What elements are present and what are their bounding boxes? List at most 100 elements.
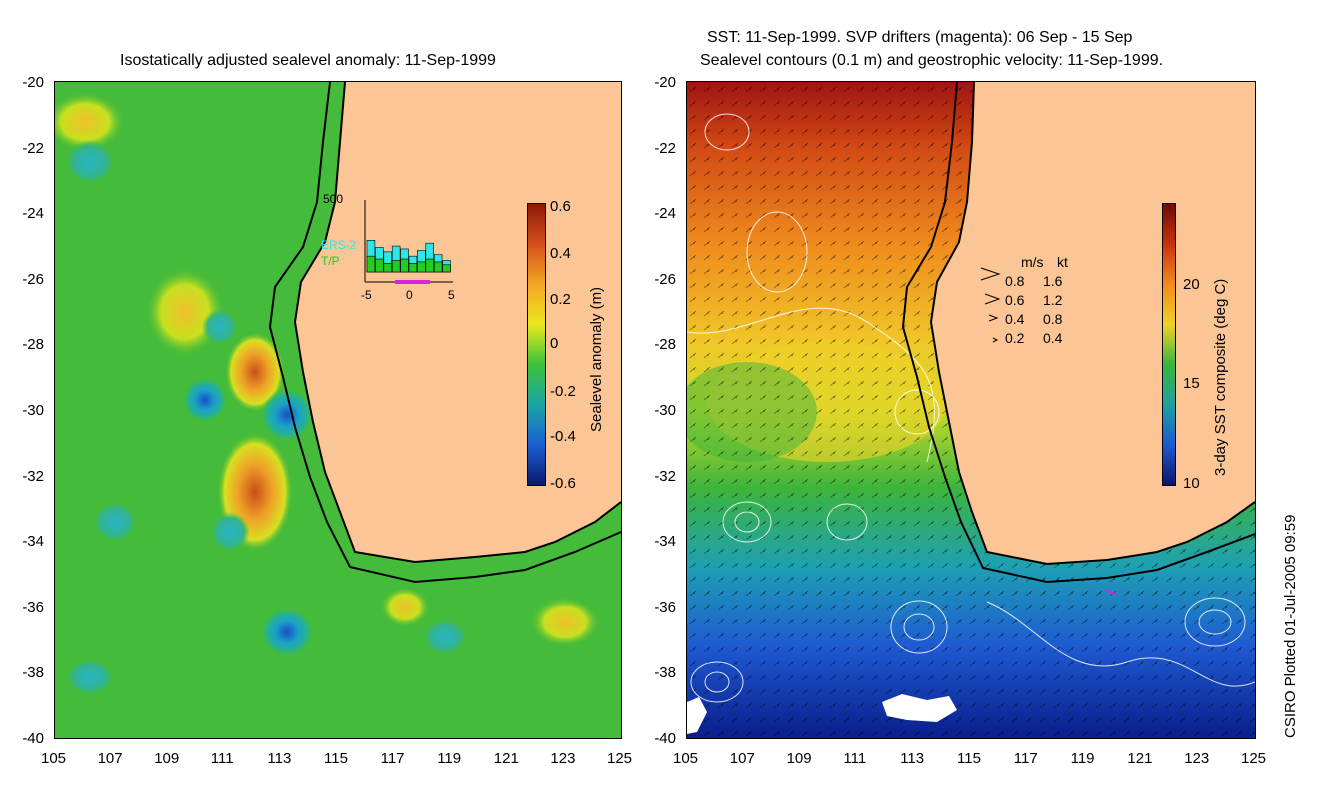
latitude-tick-label: -26 (22, 270, 44, 288)
longitude-tick-label: 125 (1241, 750, 1267, 767)
anomaly-negative (210, 512, 250, 552)
shelf-break-contour (268, 82, 621, 584)
latitude-tick-label: -28 (22, 336, 44, 354)
left-panel-title: Isostatically adjusted sealevel anomaly:… (120, 52, 496, 69)
tp-bar (425, 258, 434, 273)
coastline (293, 82, 621, 564)
anomaly-positive (55, 92, 125, 152)
velocity-header-ms: m/s (1021, 254, 1044, 270)
latitude-tick-label: -30 (22, 402, 44, 419)
velocity-row-kt: 1.2 (1043, 292, 1063, 308)
longitude-tick-label: 113 (900, 750, 925, 767)
longitude-tick-label: 121 (1127, 750, 1153, 767)
colorbar-tick: -0.4 (550, 428, 576, 445)
tp-bar (383, 263, 392, 273)
latitude-tick-label: -30 (654, 402, 676, 419)
longitude-tick-label: 123 (550, 750, 576, 767)
colorbar-tick: 15 (1183, 375, 1200, 392)
tp-bar (417, 261, 426, 273)
anomaly-low-eddy (261, 608, 313, 656)
velocity-header-kt: kt (1057, 254, 1068, 270)
velocity-row-kt: 0.8 (1043, 311, 1063, 327)
velocity-row-ms: 0.2 (1005, 330, 1025, 346)
longitude-tick-label: 109 (786, 750, 812, 767)
anomaly-high-eddy (225, 332, 285, 412)
velocity-row-ms: 0.8 (1005, 273, 1025, 289)
inset-x-tick: 0 (406, 288, 413, 302)
latitude-tick-label: -32 (654, 467, 676, 485)
tp-bar (433, 261, 443, 273)
coastline (929, 82, 1255, 566)
longitude-tick-label: 121 (493, 750, 519, 767)
latitude-tick-label: -38 (22, 664, 44, 682)
cloud-mask (882, 694, 957, 722)
inset-legend-tp: T/P (321, 254, 340, 268)
latitude-tick-label: -28 (654, 336, 676, 354)
colorbar-tick: 0.6 (550, 198, 571, 215)
longitude-tick-label: 119 (1070, 750, 1095, 767)
velocity-row-ms: 0.6 (1005, 292, 1025, 308)
anomaly-negative (93, 502, 137, 542)
longitude-tick-label: 123 (1184, 750, 1210, 767)
sst-colorbar (1162, 203, 1176, 486)
latitude-tick-label: -20 (654, 74, 676, 91)
velocity-legend-arrows (980, 267, 1001, 343)
tp-bar (400, 258, 409, 273)
tp-bar (408, 263, 418, 273)
latitude-tick-label: -22 (654, 139, 676, 157)
colorbar-tick: -0.6 (550, 475, 576, 492)
latitude-tick-label: -40 (654, 730, 676, 747)
anomaly-negative (66, 659, 114, 695)
right-panel-title-line2: Sealevel contours (0.1 m) and geostrophi… (700, 52, 1164, 69)
anomaly-negative (423, 619, 467, 655)
inset-x-tick: 5 (448, 288, 455, 302)
latitude-tick-label: -38 (654, 664, 676, 682)
latitude-tick-label: -22 (22, 139, 44, 157)
sealevel-anomaly-map: 500 ERS-2 T/P -5 0 5 (54, 81, 622, 739)
longitude-tick-label: 109 (154, 750, 180, 767)
colorbar-tick: 0.2 (550, 291, 571, 308)
svp-drifter-track (1104, 589, 1116, 595)
colorbar-tick: 0.4 (550, 245, 571, 262)
colorbar-tick: 20 (1183, 276, 1200, 293)
latitude-tick-label: -20 (22, 74, 44, 91)
longitude-tick-label: 125 (607, 750, 633, 767)
sealevel-map-svg (55, 82, 621, 738)
tp-bar (442, 264, 451, 273)
sealevel-contours (687, 113, 1255, 703)
latitude-tick-label: -36 (22, 598, 44, 616)
longitude-tick-label: 115 (324, 750, 348, 767)
cloud-mask (687, 697, 707, 734)
latitude-tick-label: -26 (654, 270, 676, 288)
sealevel-colorbar (527, 203, 546, 486)
tp-bar (366, 255, 376, 273)
anomaly-positive (530, 597, 600, 647)
tp-bar (375, 258, 384, 273)
colorbar-tick: 10 (1183, 475, 1200, 492)
latitude-tick-label: -32 (22, 467, 44, 485)
longitude-tick-label: 117 (1013, 750, 1038, 767)
velocity-row-kt: 0.4 (1043, 330, 1063, 346)
longitude-tick-label: 119 (437, 750, 462, 767)
inset-legend-ers2: ERS-2 (321, 238, 357, 252)
latitude-tick-label: -24 (22, 205, 44, 223)
plotted-note: CSIRO Plotted 01-Jul-2005 09:59 (1282, 514, 1299, 738)
inset-y-max-label: 500 (323, 192, 344, 206)
latitude-tick-label: -40 (22, 730, 44, 747)
shelf-break-contour (901, 82, 1255, 584)
longitude-tick-label: 113 (267, 750, 292, 767)
altimeter-sample-histogram (364, 200, 453, 284)
latitude-tick-label: -24 (654, 205, 676, 223)
latitude-tick-label: -34 (22, 533, 44, 551)
tp-bar (391, 260, 401, 273)
colorbar-tick: -0.2 (550, 383, 576, 400)
longitude-tick-label: 107 (97, 750, 123, 767)
longitude-tick-label: 105 (673, 750, 699, 767)
anomaly-negative (65, 140, 115, 184)
australia-landmass (931, 82, 1255, 564)
longitude-tick-label: 111 (843, 750, 867, 767)
inset-x-tick: -5 (361, 288, 372, 302)
colorbar-label: Sealevel anomaly (m) (588, 286, 605, 432)
longitude-tick-label: 105 (41, 750, 67, 767)
anomaly-low-eddy (183, 378, 227, 422)
